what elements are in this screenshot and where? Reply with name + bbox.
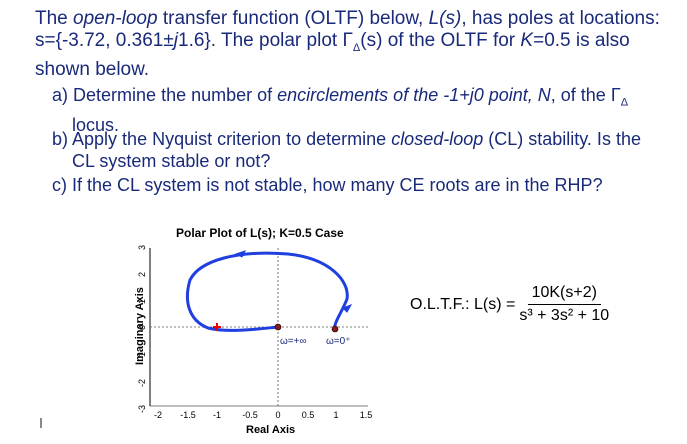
x-tick-label: -0.5 xyxy=(242,410,258,420)
formula-fraction: 10K(s+2) s³ + 3s² + 10 xyxy=(519,284,609,325)
question-b: b) Apply the Nyquist criterion to determ… xyxy=(52,129,641,171)
y-tick-label: 3 xyxy=(137,245,147,250)
x-axis-label: Real Axis xyxy=(246,424,296,436)
x-tick-label: -1 xyxy=(213,410,221,420)
x-tick-label: 0.5 xyxy=(302,410,315,420)
formula-prefix: O.L.T.F.: L(s) = xyxy=(410,295,516,313)
direction-arrow xyxy=(234,250,246,258)
omega-zero-marker xyxy=(331,325,339,333)
y-tick-label: 0 xyxy=(137,325,147,330)
y-tick-label: 2 xyxy=(137,272,147,277)
x-tick-label: 1 xyxy=(333,410,338,420)
y-tick-label: -2 xyxy=(137,379,147,387)
direction-arrow xyxy=(342,304,353,313)
x-tick-label: 1.5 xyxy=(360,410,373,420)
y-tick-label: -3 xyxy=(137,405,147,413)
y-tick-label: -1 xyxy=(137,352,147,360)
x-ticks: -2 -1.5 -1 -0.5 0 0.5 1 1.5 xyxy=(154,410,372,420)
y-tick-label: 1 xyxy=(137,299,147,304)
critical-point-marker xyxy=(213,323,221,331)
x-tick-label: -1.5 xyxy=(180,410,196,420)
problem-intro: The open-loop transfer function (OLTF) b… xyxy=(35,8,660,80)
oltf-formula: O.L.T.F.: L(s) = 10K(s+2) s³ + 3s² + 10 xyxy=(410,284,609,325)
question-a: a) Determine the number of encirclements… xyxy=(52,85,629,135)
plot-title: Polar Plot of L(s); K=0.5 Case xyxy=(176,226,344,240)
polar-plot: 3 2 1 0 -1 -2 -3 -2 -1.5 -1 -0.5 0 0.5 1… xyxy=(137,245,372,420)
omega-infinity-marker xyxy=(274,323,282,331)
formula-numerator: 10K(s+2) xyxy=(527,284,601,305)
formula-denominator: s³ + 3s² + 10 xyxy=(519,307,610,324)
footer-mark xyxy=(40,418,42,428)
omega-zero-label: ω=0⁺ xyxy=(326,336,351,347)
x-tick-label: -2 xyxy=(154,410,162,420)
nyquist-locus xyxy=(185,251,349,332)
omega-infinity-label: ω=+∞ xyxy=(280,336,307,347)
y-ticks: 3 2 1 0 -1 -2 -3 xyxy=(137,245,147,413)
question-c: c) If the CL system is not stable, how m… xyxy=(52,175,603,195)
x-tick-label: 0 xyxy=(275,410,280,420)
